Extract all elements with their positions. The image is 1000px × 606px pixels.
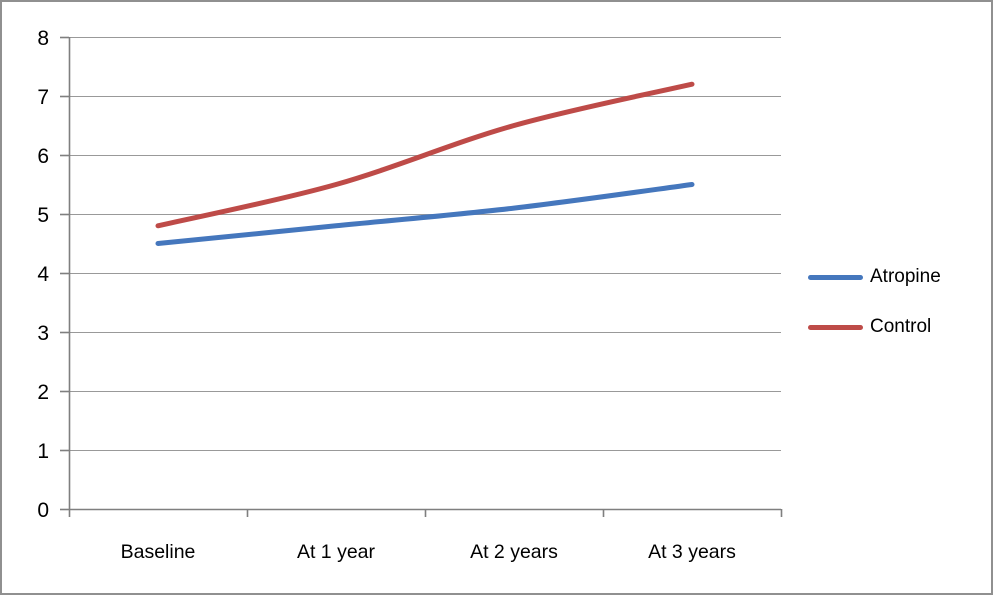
chart-frame: 0 1 2 3 4 5 6 7 8 Baseline At 1 year At 2 years At 3… (0, 0, 993, 595)
x-category-label: At 1 year (297, 541, 376, 563)
series-line-control (155, 81, 695, 229)
x-category-label: Baseline (121, 541, 196, 563)
legend-label-control: Control (870, 316, 932, 337)
series-line-atropine (155, 182, 695, 246)
legend-item-control: Control (808, 316, 931, 338)
y-tick-label: 5 (37, 204, 49, 227)
y-tick-label: 3 (37, 322, 49, 345)
y-tick-label: 4 (37, 263, 49, 286)
y-tick-label: 6 (37, 145, 49, 168)
y-tick-label: 7 (37, 86, 49, 109)
control-line-swatch (808, 324, 863, 330)
atropine-line-swatch (808, 274, 863, 280)
y-tick-label: 2 (37, 381, 49, 404)
x-category-label: At 3 years (648, 541, 736, 563)
x-category-label: At 2 years (470, 541, 558, 563)
y-tick-label: 1 (37, 440, 49, 463)
y-tick-label: 8 (37, 27, 49, 50)
legend-item-atropine: Atropine (808, 266, 941, 288)
legend-label-atropine: Atropine (870, 266, 941, 287)
y-tick-label: 0 (37, 499, 49, 522)
